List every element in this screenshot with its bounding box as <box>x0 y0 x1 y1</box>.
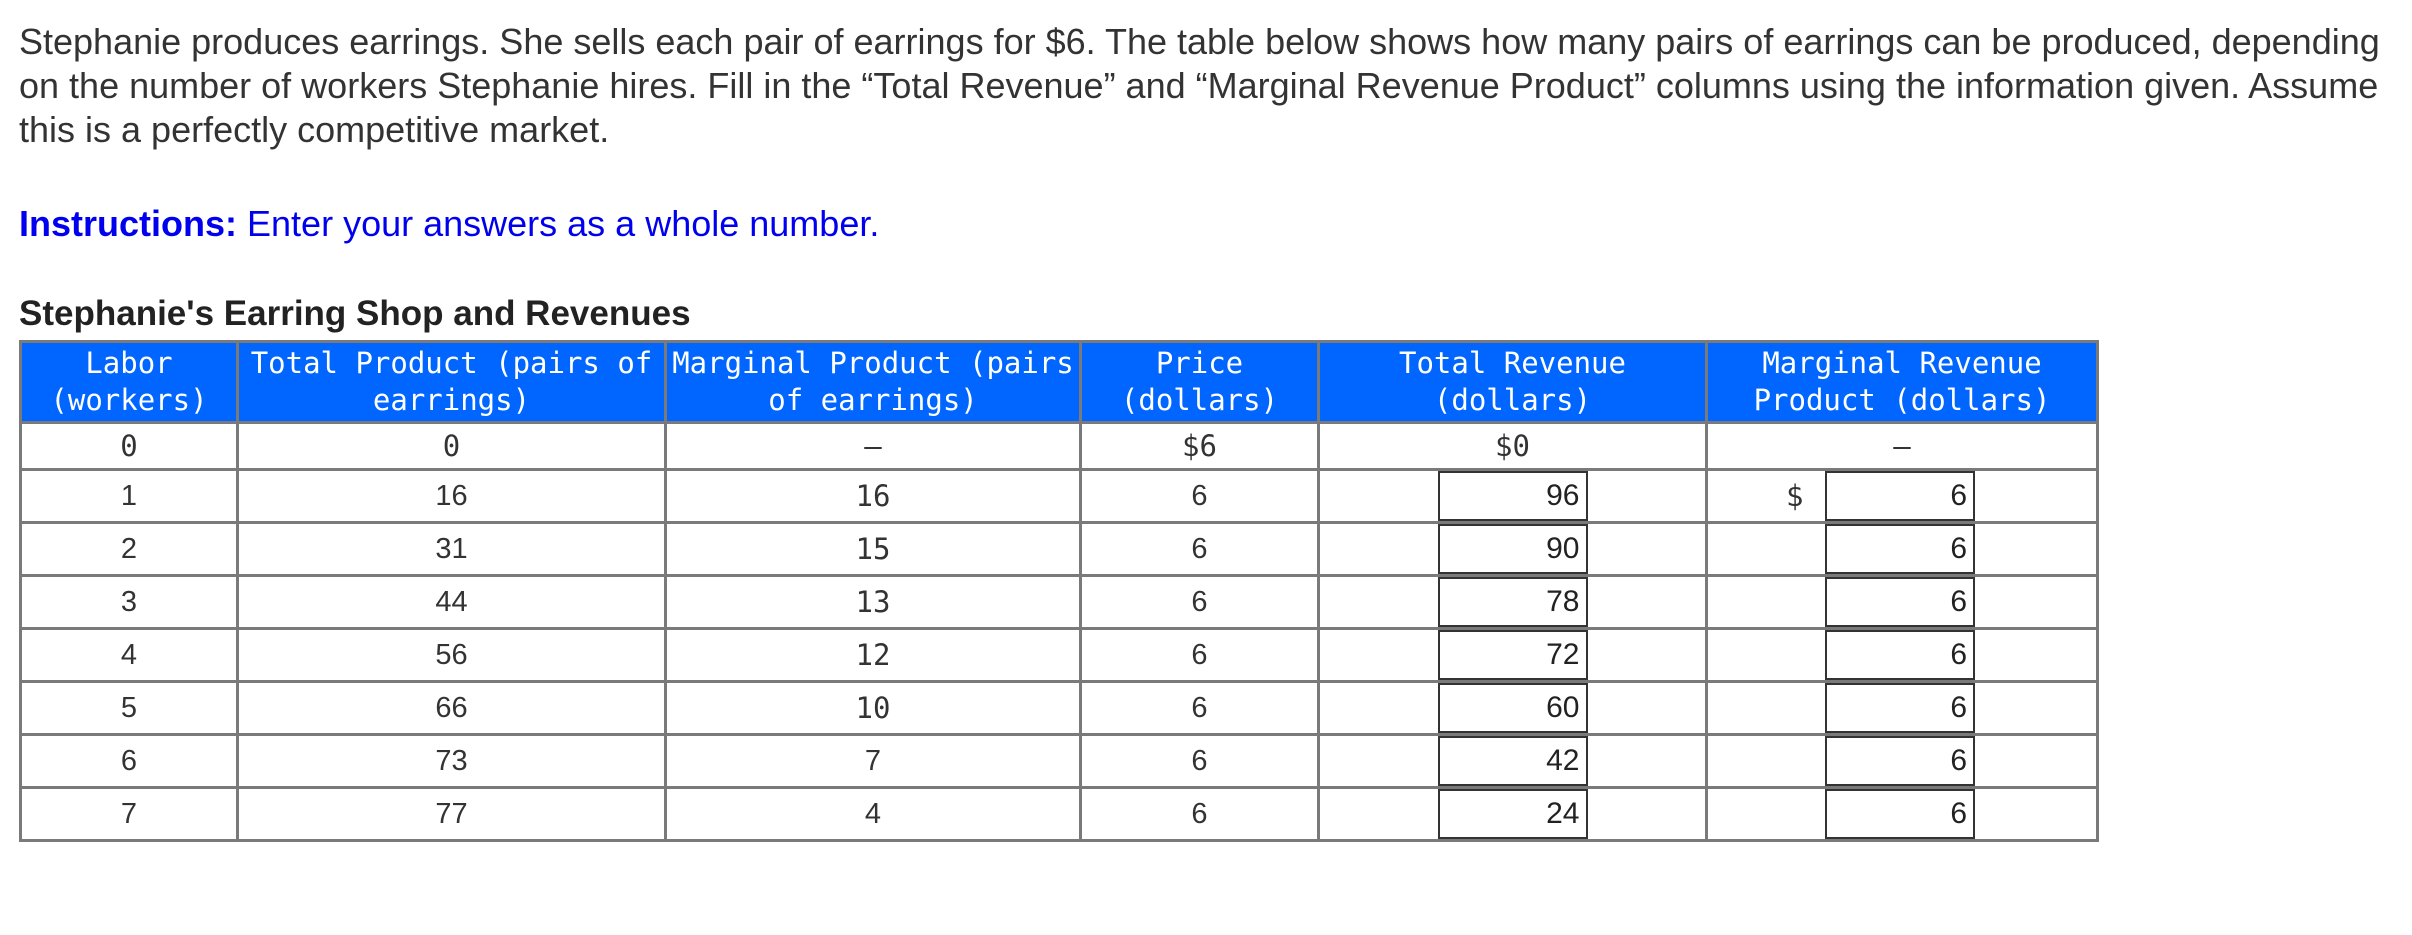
cell-labor: 1 <box>19 468 239 524</box>
cell-price: 6 <box>1079 521 1320 577</box>
cell-total-product: 16 <box>236 468 667 524</box>
cell-labor: 4 <box>19 627 239 683</box>
cell-marginal-product: 15 <box>664 521 1082 577</box>
mrp-input[interactable]: 6 <box>1825 736 1975 786</box>
cell-marginal-product: – <box>664 421 1082 471</box>
cell-labor: 6 <box>19 733 239 789</box>
total-revenue-input[interactable]: 60 <box>1437 683 1588 733</box>
cell-mrp: 6 <box>1705 574 2099 630</box>
cell-labor: 3 <box>19 574 239 630</box>
header-marginal-product: Marginal Product (pairs of earrings) <box>664 340 1082 424</box>
header-mrp: Marginal Revenue Product (dollars) <box>1705 340 2099 424</box>
table-row: 4 56 12 6 72 6 <box>19 627 2099 683</box>
header-total-product: Total Product (pairs of earrings) <box>236 340 667 424</box>
cell-mrp: 6 <box>1705 627 2099 683</box>
header-labor: Labor (workers) <box>19 340 239 424</box>
mrp-input[interactable]: 6 <box>1825 524 1975 574</box>
cell-labor: 7 <box>19 786 239 842</box>
mrp-input[interactable]: 6 <box>1825 630 1975 680</box>
total-revenue-input[interactable]: 96 <box>1437 471 1588 521</box>
mrp-input[interactable]: 6 <box>1825 577 1975 627</box>
cell-mrp: 6 <box>1705 680 2099 736</box>
instructions-text: Enter your answers as a whole number. <box>237 203 880 244</box>
cell-price: 6 <box>1079 786 1320 842</box>
cell-total-revenue: $0 <box>1317 421 1708 471</box>
cell-total-product: 44 <box>236 574 667 630</box>
cell-labor: 2 <box>19 521 239 577</box>
cell-labor: 0 <box>19 421 239 471</box>
instructions: Instructions: Enter your answers as a wh… <box>19 202 879 246</box>
mrp-input[interactable]: 6 <box>1825 471 1975 521</box>
table-row: 2 31 15 6 90 6 <box>19 521 2099 577</box>
cell-total-revenue: 60 <box>1317 680 1708 736</box>
cell-marginal-product: 7 <box>664 733 1082 789</box>
cell-total-product: 66 <box>236 680 667 736</box>
cell-total-product: 56 <box>236 627 667 683</box>
cell-price: 6 <box>1079 680 1320 736</box>
question-text: Stephanie produces earrings. She sells e… <box>19 21 2380 150</box>
table-title: Stephanie's Earring Shop and Revenues <box>19 294 691 333</box>
cell-mrp: 6 <box>1705 521 2099 577</box>
cell-mrp: 6 <box>1705 733 2099 789</box>
cell-total-revenue: 72 <box>1317 627 1708 683</box>
header-total-revenue: Total Revenue (dollars) <box>1317 340 1708 424</box>
cell-total-product: 73 <box>236 733 667 789</box>
cell-price: $6 <box>1079 421 1320 471</box>
mrp-input[interactable]: 6 <box>1825 789 1975 839</box>
cell-marginal-product: 13 <box>664 574 1082 630</box>
total-revenue-input[interactable]: 72 <box>1437 630 1588 680</box>
table-row: 6 73 7 6 42 6 <box>19 733 2099 789</box>
cell-labor: 5 <box>19 680 239 736</box>
cell-mrp: – <box>1705 421 2099 471</box>
table-row: 3 44 13 6 78 6 <box>19 574 2099 630</box>
total-revenue-input[interactable]: 90 <box>1437 524 1588 574</box>
cell-marginal-product: 16 <box>664 468 1082 524</box>
total-revenue-input[interactable]: 42 <box>1437 736 1588 786</box>
table-row: 0 0 – $6 $0 – <box>19 421 2099 471</box>
cell-mrp: $6 <box>1705 468 2099 524</box>
cell-price: 6 <box>1079 574 1320 630</box>
cell-marginal-product: 4 <box>664 786 1082 842</box>
cell-price: 6 <box>1079 627 1320 683</box>
cell-total-product: 31 <box>236 521 667 577</box>
cell-total-revenue: 42 <box>1317 733 1708 789</box>
cell-marginal-product: 12 <box>664 627 1082 683</box>
cell-total-revenue: 90 <box>1317 521 1708 577</box>
cell-total-revenue: 96 <box>1317 468 1708 524</box>
table-row: 5 66 10 6 60 6 <box>19 680 2099 736</box>
cell-mrp: 6 <box>1705 786 2099 842</box>
header-price: Price (dollars) <box>1079 340 1320 424</box>
total-revenue-input[interactable]: 24 <box>1437 789 1588 839</box>
cell-total-product: 77 <box>236 786 667 842</box>
cell-total-revenue: 78 <box>1317 574 1708 630</box>
cell-marginal-product: 10 <box>664 680 1082 736</box>
cell-total-revenue: 24 <box>1317 786 1708 842</box>
table-header-row: Labor (workers) Total Product (pairs of … <box>19 340 2099 424</box>
cell-total-product: 0 <box>236 421 667 471</box>
dollar-sign: $ <box>1786 479 1804 513</box>
table-row: 1 16 16 6 96 $6 <box>19 468 2099 524</box>
cell-price: 6 <box>1079 733 1320 789</box>
table-row: 7 77 4 6 24 6 <box>19 786 2099 842</box>
cell-price: 6 <box>1079 468 1320 524</box>
revenue-table: Labor (workers) Total Product (pairs of … <box>19 340 2099 842</box>
total-revenue-input[interactable]: 78 <box>1437 577 1588 627</box>
mrp-input[interactable]: 6 <box>1825 683 1975 733</box>
instructions-lead: Instructions: <box>19 203 238 244</box>
